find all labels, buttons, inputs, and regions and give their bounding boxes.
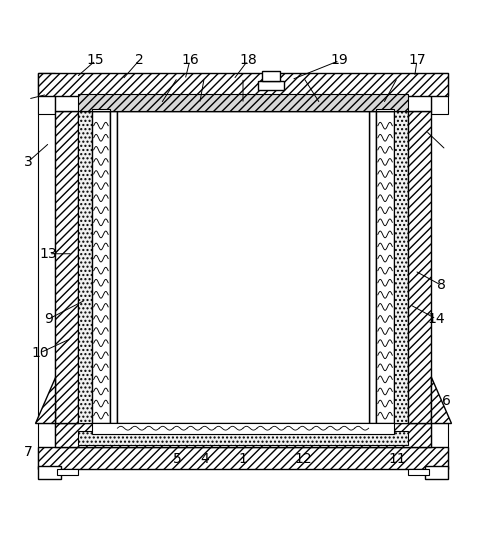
Text: 1: 1	[239, 452, 247, 466]
Bar	[369, 111, 376, 423]
Text: 7: 7	[24, 445, 33, 459]
Bar	[57, 469, 78, 475]
Polygon shape	[35, 377, 54, 423]
Text: 8: 8	[437, 278, 446, 292]
Polygon shape	[432, 377, 451, 423]
Bar	[54, 423, 432, 447]
Text: 17: 17	[408, 53, 426, 67]
Text: 13: 13	[40, 247, 57, 261]
Bar	[54, 90, 432, 111]
Text: 5: 5	[174, 452, 182, 466]
Bar	[92, 423, 394, 434]
Bar	[432, 73, 449, 114]
Text: 10: 10	[31, 346, 49, 360]
Text: 6: 6	[441, 394, 451, 408]
Text: 15: 15	[87, 53, 104, 67]
Bar	[432, 423, 449, 469]
Bar	[78, 94, 408, 111]
Bar	[394, 111, 408, 423]
Bar	[37, 73, 449, 96]
Bar	[54, 111, 78, 423]
Bar	[92, 109, 110, 111]
Bar	[78, 111, 92, 423]
Text: 4: 4	[200, 452, 208, 466]
Text: 16: 16	[181, 53, 199, 67]
Bar	[117, 111, 369, 423]
Bar	[37, 447, 449, 469]
Text: 14: 14	[428, 312, 445, 326]
Bar	[92, 111, 110, 423]
Text: 3: 3	[24, 155, 33, 169]
Text: 12: 12	[295, 452, 312, 466]
Text: 18: 18	[239, 53, 257, 67]
Bar	[376, 111, 394, 423]
Bar	[37, 73, 54, 423]
Bar	[408, 111, 432, 423]
Bar	[408, 469, 429, 475]
Bar	[110, 111, 117, 423]
Bar	[376, 109, 394, 111]
Bar	[78, 431, 408, 445]
Text: 2: 2	[135, 53, 143, 67]
Bar	[425, 466, 449, 479]
Text: 11: 11	[389, 452, 406, 466]
Text: 19: 19	[331, 53, 348, 67]
Bar	[262, 71, 280, 81]
Bar	[258, 81, 284, 90]
Bar	[37, 423, 54, 469]
Bar	[37, 466, 61, 479]
Text: 9: 9	[44, 312, 53, 326]
Bar	[37, 73, 54, 114]
